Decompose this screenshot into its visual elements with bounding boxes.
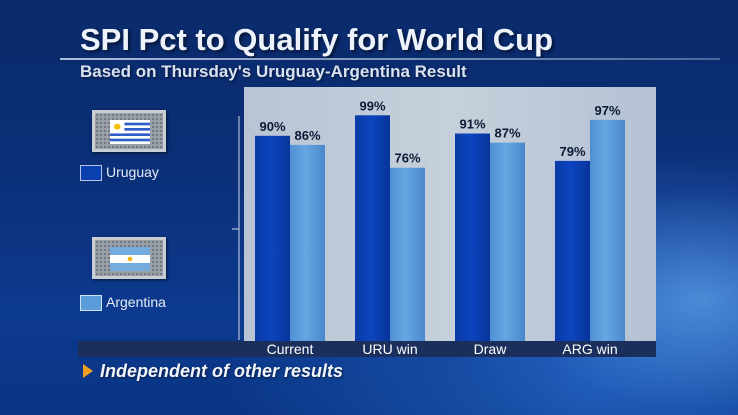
legend-swatch-uruguay <box>80 165 102 181</box>
bars-group <box>255 115 625 341</box>
value-labels-group: 90% 86% 99% 76% 91% 87% 79% 97% <box>259 98 620 165</box>
value-label: 90% <box>259 119 285 134</box>
legend-label-uruguay: Uruguay <box>106 164 159 180</box>
bar-uruguay-arg-win <box>555 160 590 341</box>
value-label: 79% <box>559 144 585 159</box>
uruguay-flag-frame <box>92 110 166 152</box>
value-label: 91% <box>459 117 485 132</box>
x-tick-label: Draw <box>474 341 508 357</box>
legend-label-argentina: Argentina <box>106 294 166 310</box>
bar-argentina-uru-win <box>390 167 425 341</box>
argentina-flag-frame <box>92 237 166 279</box>
title-underline <box>60 58 720 60</box>
value-label: 99% <box>359 98 385 113</box>
x-tick-labels-group: Current URU win Draw ARG win <box>267 341 618 357</box>
value-label: 76% <box>394 151 420 166</box>
bar-uruguay-draw <box>455 133 490 341</box>
argentina-flag-icon <box>110 247 150 271</box>
bar-uruguay-current <box>255 135 290 341</box>
bar-argentina-arg-win <box>590 119 625 341</box>
chart-title: SPI Pct to Qualify for World Cup <box>80 22 554 57</box>
triangle-right-icon <box>83 364 93 378</box>
chart-subtitle: Based on Thursday's Uruguay-Argentina Re… <box>80 62 467 81</box>
uruguay-flag-icon <box>110 120 150 144</box>
footnote: Independent of other results <box>100 361 344 381</box>
legend-swatch-argentina <box>80 295 102 311</box>
category-axis-bar <box>78 341 656 357</box>
value-label: 87% <box>494 126 520 141</box>
value-label: 97% <box>594 103 620 118</box>
bar-argentina-draw <box>490 142 525 341</box>
value-label: 86% <box>294 128 320 143</box>
x-tick-label: URU win <box>362 341 417 357</box>
bar-argentina-current <box>290 144 325 341</box>
x-tick-label: ARG win <box>562 341 617 357</box>
bar-uruguay-uru-win <box>355 115 390 341</box>
x-tick-label: Current <box>267 341 314 357</box>
